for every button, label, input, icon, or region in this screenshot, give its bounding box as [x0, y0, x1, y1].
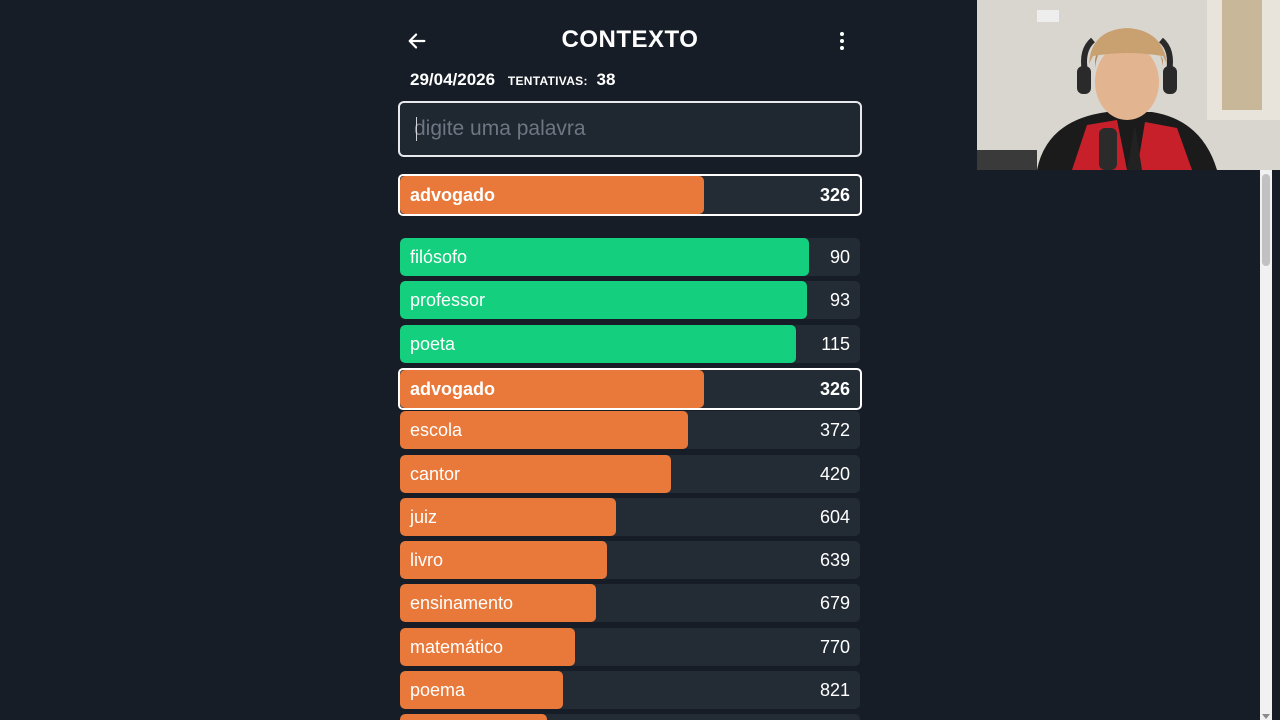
guess-word: poema	[410, 680, 466, 700]
guess-row: filósofo 90	[400, 238, 860, 276]
guess-word: juiz	[410, 507, 438, 527]
search-box[interactable]	[398, 101, 862, 157]
page-title: CONTEXTO	[561, 26, 699, 53]
guess-proximity-bar	[400, 411, 688, 449]
guess-row: juiz 604	[400, 498, 860, 536]
guess-word: cantor	[410, 464, 461, 484]
guess-word: ensinamento	[410, 593, 514, 613]
guess-rank: 420	[819, 464, 850, 484]
header: CONTEXTO	[398, 0, 862, 82]
guess-row: poeta 115	[400, 325, 860, 363]
guess-word: advogado	[410, 379, 496, 399]
current-guess-word: advogado	[410, 185, 496, 205]
scrollbar[interactable]	[1260, 170, 1272, 720]
guess-rank: 372	[819, 420, 850, 440]
text-caret	[416, 117, 417, 141]
webcam-overlay	[977, 0, 1280, 170]
guess-rank: 90	[829, 247, 850, 267]
guess-row	[400, 714, 860, 720]
game-container: CONTEXTO 29/04/2026 TENTATIVAS: 38 advog…	[398, 0, 862, 720]
guess-proximity-bar	[400, 498, 617, 536]
guess-row: professor 93	[400, 281, 860, 319]
guess-proximity-bar	[400, 714, 548, 720]
guess-rank: 679	[819, 593, 850, 613]
attempts-count: 38	[596, 70, 616, 89]
guess-rank: 639	[819, 550, 850, 570]
guess-word: filósofo	[410, 247, 468, 267]
scrollbar-thumb[interactable]	[1262, 174, 1270, 266]
scroll-down-arrow-icon[interactable]	[1262, 714, 1270, 719]
game-date: 29/04/2026	[410, 70, 496, 89]
guess-row: escola 372	[400, 411, 860, 449]
guess-row: poema 821	[400, 671, 860, 709]
guess-proximity-bar	[400, 628, 575, 666]
guess-word: matemático	[410, 637, 504, 657]
guess-rank: 604	[819, 507, 850, 527]
guess-rank: 93	[829, 290, 850, 310]
word-input[interactable]	[400, 103, 860, 155]
guess-rank: 821	[819, 680, 850, 700]
guess-rank: 326	[819, 379, 850, 399]
guess-row: ensinamento 679	[400, 584, 860, 622]
guess-proximity-bar	[400, 541, 607, 579]
arrow-left-icon[interactable]	[406, 30, 428, 52]
guess-proximity-bar	[400, 238, 810, 276]
guess-proximity-bar	[400, 584, 596, 622]
current-guess-rank: 326	[819, 185, 850, 205]
guess-proximity-bar	[400, 671, 564, 709]
more-vertical-icon[interactable]	[836, 30, 848, 52]
guess-word: professor	[410, 290, 486, 310]
guess-rank: 770	[819, 637, 850, 657]
person-image	[977, 0, 1280, 170]
guess-word: livro	[410, 550, 444, 570]
guess-word: escola	[410, 420, 463, 440]
guess-proximity-bar	[400, 370, 704, 408]
guess-row: advogado 326	[398, 368, 862, 410]
guess-rank: 115	[821, 334, 850, 354]
current-guess-row: advogado 326	[398, 174, 862, 216]
guess-proximity-bar	[400, 325, 796, 363]
guess-word: poeta	[410, 334, 456, 354]
attempts-label: TENTATIVAS:	[507, 74, 588, 88]
guess-row: matemático 770	[400, 628, 860, 666]
current-guess-bar	[400, 176, 704, 214]
guess-proximity-bar	[400, 281, 808, 319]
guess-row: cantor 420	[400, 455, 860, 493]
guess-row: livro 639	[400, 541, 860, 579]
guess-proximity-bar	[400, 455, 672, 493]
game-info: 29/04/2026 TENTATIVAS: 38	[410, 70, 615, 90]
